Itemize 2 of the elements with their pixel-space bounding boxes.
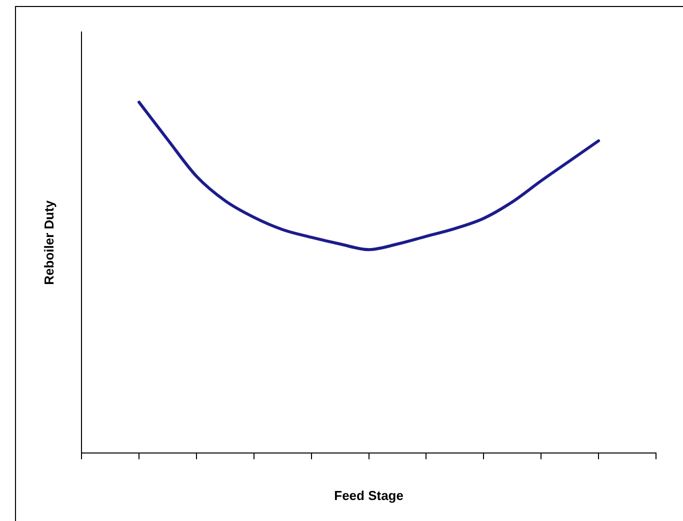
y-axis-title: Reboiler Duty <box>41 200 56 285</box>
x-axis-title: Feed Stage <box>334 488 404 503</box>
